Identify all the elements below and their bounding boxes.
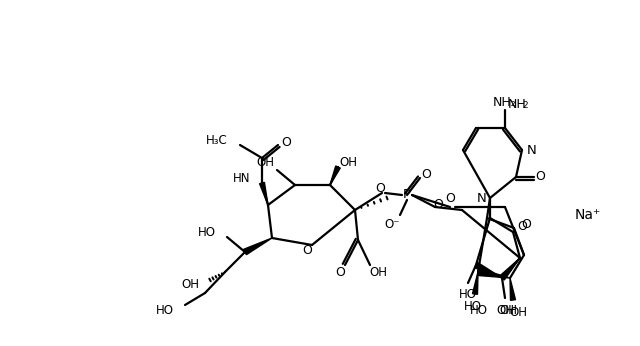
Text: O: O [281, 137, 291, 149]
Text: NH₂: NH₂ [493, 95, 517, 109]
Text: O: O [517, 220, 527, 234]
Text: OH: OH [339, 156, 357, 170]
Text: Na⁺: Na⁺ [575, 208, 601, 222]
Text: OH: OH [509, 307, 527, 319]
Text: O: O [421, 169, 431, 182]
Text: O: O [335, 266, 345, 280]
Text: HN: HN [232, 172, 250, 184]
Text: OH: OH [181, 277, 199, 291]
Text: OH: OH [256, 156, 274, 170]
Text: OH: OH [499, 304, 517, 318]
Text: N: N [477, 192, 487, 206]
Polygon shape [472, 272, 478, 294]
Polygon shape [477, 268, 510, 278]
Text: 2: 2 [522, 100, 527, 109]
Text: HO: HO [464, 300, 482, 313]
Text: HO: HO [198, 226, 216, 238]
Text: O: O [535, 171, 545, 183]
Polygon shape [475, 262, 502, 278]
Text: P: P [403, 189, 411, 201]
Polygon shape [500, 258, 520, 280]
Polygon shape [244, 238, 272, 255]
Text: HO: HO [470, 304, 488, 318]
Text: HO: HO [156, 304, 174, 318]
Polygon shape [260, 182, 268, 205]
Text: O: O [433, 198, 443, 210]
Text: N: N [527, 144, 537, 156]
Text: O: O [302, 244, 312, 256]
Text: OH: OH [496, 303, 514, 317]
Text: O: O [375, 182, 385, 194]
Text: NH: NH [508, 99, 527, 111]
Polygon shape [510, 278, 515, 300]
Polygon shape [330, 166, 340, 185]
Text: O: O [521, 219, 531, 231]
Text: H₃C: H₃C [206, 135, 228, 147]
Text: OH: OH [369, 266, 387, 280]
Text: HO: HO [459, 289, 477, 301]
Text: O: O [445, 192, 455, 206]
Text: O⁻: O⁻ [384, 219, 400, 231]
